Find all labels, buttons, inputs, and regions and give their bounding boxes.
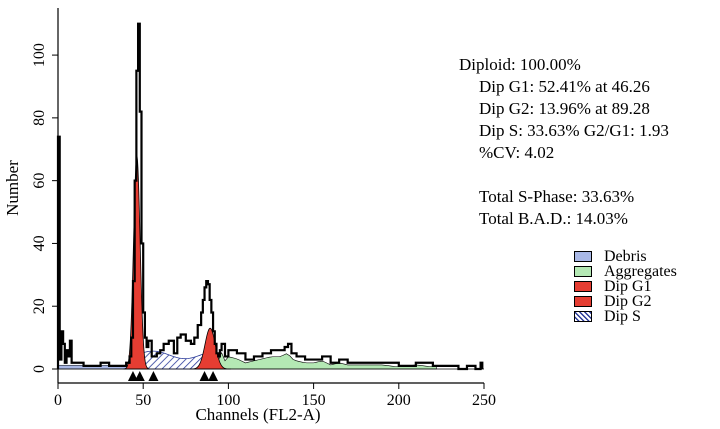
legend: Debris Aggregates Dip G1 Dip G2 Dip S [574,248,677,325]
legend-label-dip-g1: Dip G1 [604,278,652,295]
gate-marker [199,371,210,381]
axes [57,8,484,384]
legend-item-dip-g1: Dip G1 [574,278,677,295]
legend-label-dip-g2: Dip G2 [604,293,652,310]
gate-markers [127,371,219,381]
y-tick-label: 80 [31,110,48,126]
y-tick-label: 40 [31,235,48,251]
analysis-stats: Diploid: 100.00% Dip G1: 52.41% at 46.26… [459,54,669,230]
stat-dip-g1: Dip G1: 52.41% at 46.26 [479,77,650,96]
gate-marker [127,371,138,381]
stat-total-s-phase: Total S-Phase: 33.63% [479,187,635,206]
tick-labels: 0 50 100 150 200 250 0 20 40 60 80 100 [31,43,496,409]
histogram-data [56,22,484,371]
legend-swatch-dip-g1 [574,281,592,292]
legend-label-aggregates: Aggregates [604,263,677,280]
x-tick-label: 50 [135,392,151,409]
stat-total-bad: Total B.A.D.: 14.03% [479,209,628,228]
x-tick-label: 150 [302,392,326,409]
legend-swatch-debris [574,251,592,262]
gate-marker [208,371,219,381]
histogram-outline [56,22,484,371]
fitted-components [57,155,437,370]
gate-marker [134,371,145,381]
y-axis-label: Number [3,160,22,216]
stat-cv: %CV: 4.02 [479,143,555,162]
y-tick-label: 0 [31,365,48,373]
legend-label-debris: Debris [604,248,647,265]
y-tick-label: 60 [31,173,48,189]
x-tick-label: 0 [54,392,62,409]
legend-swatch-dip-s [574,311,592,322]
legend-swatch-aggregates [574,266,592,277]
x-tick-label: 200 [387,392,411,409]
x-tick-label: 250 [472,392,496,409]
dip-g2-fill [189,327,231,370]
stat-dip-s: Dip S: 33.63% G2/G1: 1.93 [479,121,669,140]
x-tick-label: 100 [216,392,240,409]
x-axis-label: Channels (FL2-A) [195,405,320,424]
gate-marker [148,371,159,381]
legend-swatch-dip-g2 [574,296,592,307]
stat-dip-g2: Dip G2: 13.96% at 89.28 [479,99,650,118]
y-tick-label: 20 [31,298,48,314]
legend-item-aggregates: Aggregates [574,263,677,280]
legend-item-debris: Debris [574,248,677,265]
legend-item-dip-s: Dip S [574,308,677,325]
legend-label-dip-s: Dip S [604,308,641,325]
stat-diploid: Diploid: 100.00% [459,55,581,74]
y-tick-label: 100 [31,43,48,67]
legend-item-dip-g2: Dip G2 [574,293,677,310]
